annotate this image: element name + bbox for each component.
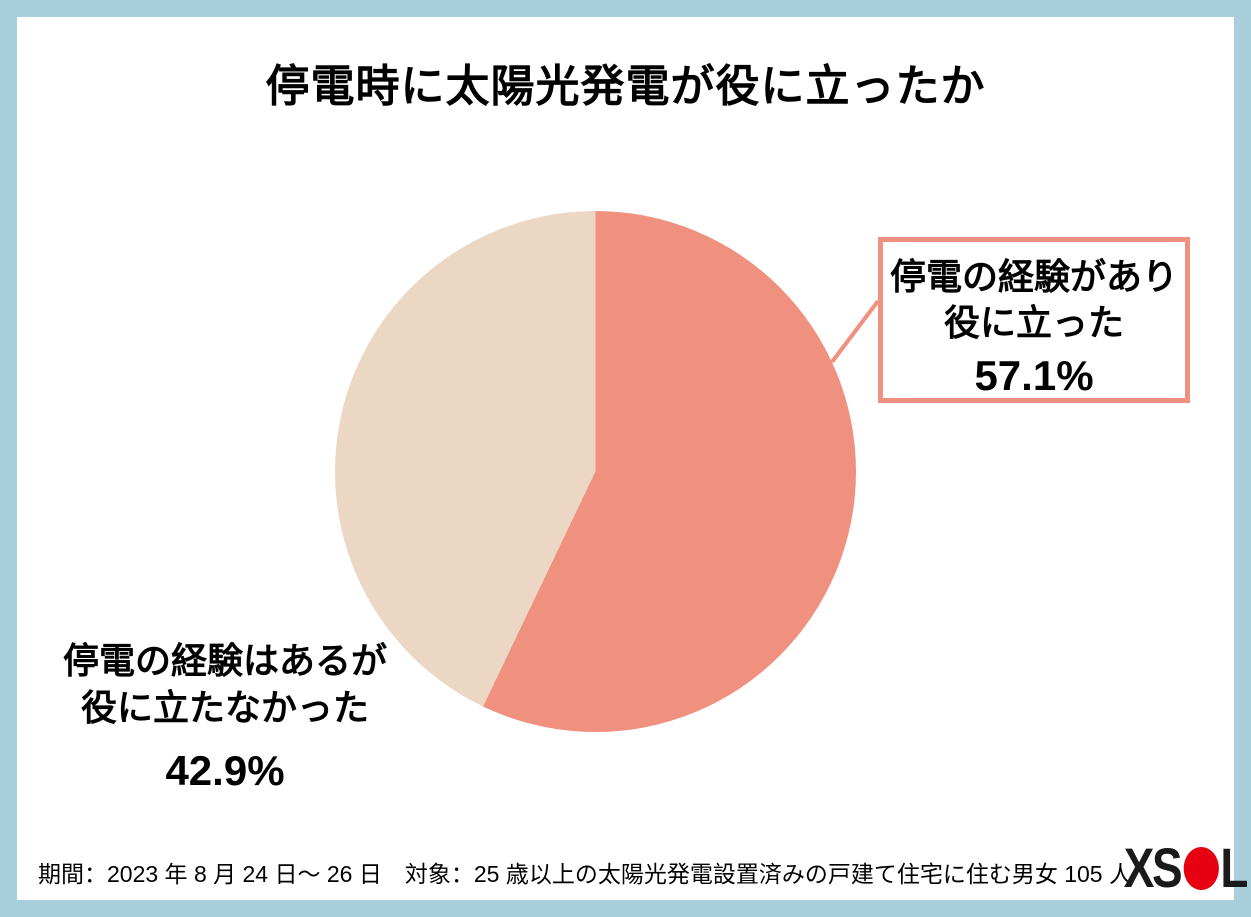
slice-label-not-useful: 停電の経験はあるが 役に立たなかった 42.9% xyxy=(53,637,397,795)
chart-title: 停電時に太陽光発電が役に立ったか xyxy=(265,62,986,111)
callout-box-useful: 停電の経験があり 役に立った 57.1% xyxy=(878,237,1190,403)
logo-text-l: L xyxy=(1220,836,1248,899)
callout-label-line1: 停電の経験があり xyxy=(889,256,1178,297)
callout-value: 57.1% xyxy=(974,352,1094,399)
chart-canvas: 停電時に太陽光発電が役に立ったか 停電の経験があり 役に立った 57.1% 停電… xyxy=(17,17,1248,900)
leader-line xyxy=(830,299,880,364)
logo-red-dot-icon xyxy=(1183,846,1219,890)
pie-chart xyxy=(335,211,856,732)
survey-details-note: 期間：2023 年 8 月 24 日～ 26 日 対象：25 歳以上の太陽光発電… xyxy=(38,861,1132,887)
left-label-value: 42.9% xyxy=(165,747,285,794)
logo-text-xs: XS xyxy=(1123,836,1183,899)
callout-label-line2: 役に立った xyxy=(943,302,1124,343)
left-label-line1: 停電の経験はあるが xyxy=(62,640,387,681)
xsol-logo: XS L xyxy=(1123,836,1249,899)
left-label-line2: 役に立たなかった xyxy=(80,687,369,728)
